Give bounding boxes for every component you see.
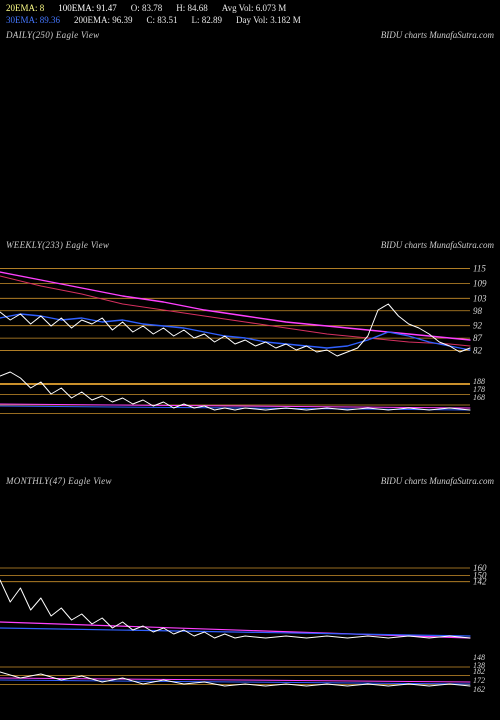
series-line xyxy=(0,628,470,636)
ohlc-header: 20EMA: 8 100EMA: 91.47 O: 83.78 H: 84.68 Avg… xyxy=(0,0,500,28)
svg-text:172: 172 xyxy=(473,676,485,685)
svg-text:168: 168 xyxy=(473,393,485,402)
svg-text:98: 98 xyxy=(473,306,483,316)
svg-text:87: 87 xyxy=(473,333,483,343)
ohlc-cell: Avg Vol: 6.073 M xyxy=(222,2,287,14)
ohlc-row-1: 20EMA: 8 100EMA: 91.47 O: 83.78 H: 84.68 Avg… xyxy=(6,2,494,14)
ohlc-cell: C: 83.51 xyxy=(147,14,178,26)
panel-daily: DAILY(250) Eagle View BIDU charts MunafaS… xyxy=(0,30,500,240)
svg-text:162: 162 xyxy=(473,685,485,694)
ohlc-cell: L: 82.89 xyxy=(192,14,223,26)
panel-main-plot: 115 109 103 98 92 87 82 xyxy=(0,254,500,370)
panel-title-left: MONTHLY(47) Eagle View xyxy=(6,476,112,490)
svg-text:115: 115 xyxy=(473,263,486,273)
panel-header: WEEKLY(233) Eagle View BIDU charts Munafa… xyxy=(0,240,500,254)
svg-text:103: 103 xyxy=(473,293,487,303)
panel-title-right: BIDU charts MunafaSutra.com xyxy=(381,476,494,490)
ohlc-row-2: 30EMA: 89.36 200EMA: 96.39 C: 83.51 L: 82.8… xyxy=(6,14,494,26)
series-line xyxy=(0,680,470,684)
panel-weekly: WEEKLY(233) Eagle View BIDU charts Munafa… xyxy=(0,240,500,470)
svg-text:92: 92 xyxy=(473,321,483,331)
ohlc-cell: 200EMA: 96.39 xyxy=(74,14,133,26)
panel-header: MONTHLY(47) Eagle View BIDU charts Munafa… xyxy=(0,476,500,490)
panel-title-right: BIDU charts MunafaSutra.com xyxy=(381,30,494,44)
series-line xyxy=(0,622,470,638)
svg-text:142: 142 xyxy=(473,577,487,587)
ohlc-cell: H: 84.68 xyxy=(176,2,208,14)
panel-main-plot: 160150142 xyxy=(0,490,500,646)
svg-text:109: 109 xyxy=(473,278,487,288)
panel-monthly: MONTHLY(47) Eagle View BIDU charts Munafa… xyxy=(0,476,500,720)
series-line xyxy=(0,272,470,340)
panel-main-plot xyxy=(0,44,500,240)
series-line xyxy=(0,314,470,350)
ohlc-cell: Day Vol: 3.182 M xyxy=(236,14,301,26)
svg-text:82: 82 xyxy=(473,346,483,356)
ohlc-cell: 20EMA: 8 xyxy=(6,2,44,14)
panel-title-left: DAILY(250) Eagle View xyxy=(6,30,99,44)
ohlc-cell: 30EMA: 89.36 xyxy=(6,14,60,26)
panel-header: DAILY(250) Eagle View BIDU charts MunafaS… xyxy=(0,30,500,44)
panel-title-right: BIDU charts MunafaSutra.com xyxy=(381,240,494,254)
panel-sub-indicator: 148138182172162 xyxy=(0,646,500,716)
ohlc-cell: O: 83.78 xyxy=(131,2,163,14)
svg-text:182: 182 xyxy=(473,667,485,676)
panel-title-left: WEEKLY(233) Eagle View xyxy=(6,240,109,254)
series-line xyxy=(0,304,470,356)
ohlc-cell: 100EMA: 91.47 xyxy=(58,2,117,14)
panel-sub-indicator: 188178168 xyxy=(0,370,500,440)
